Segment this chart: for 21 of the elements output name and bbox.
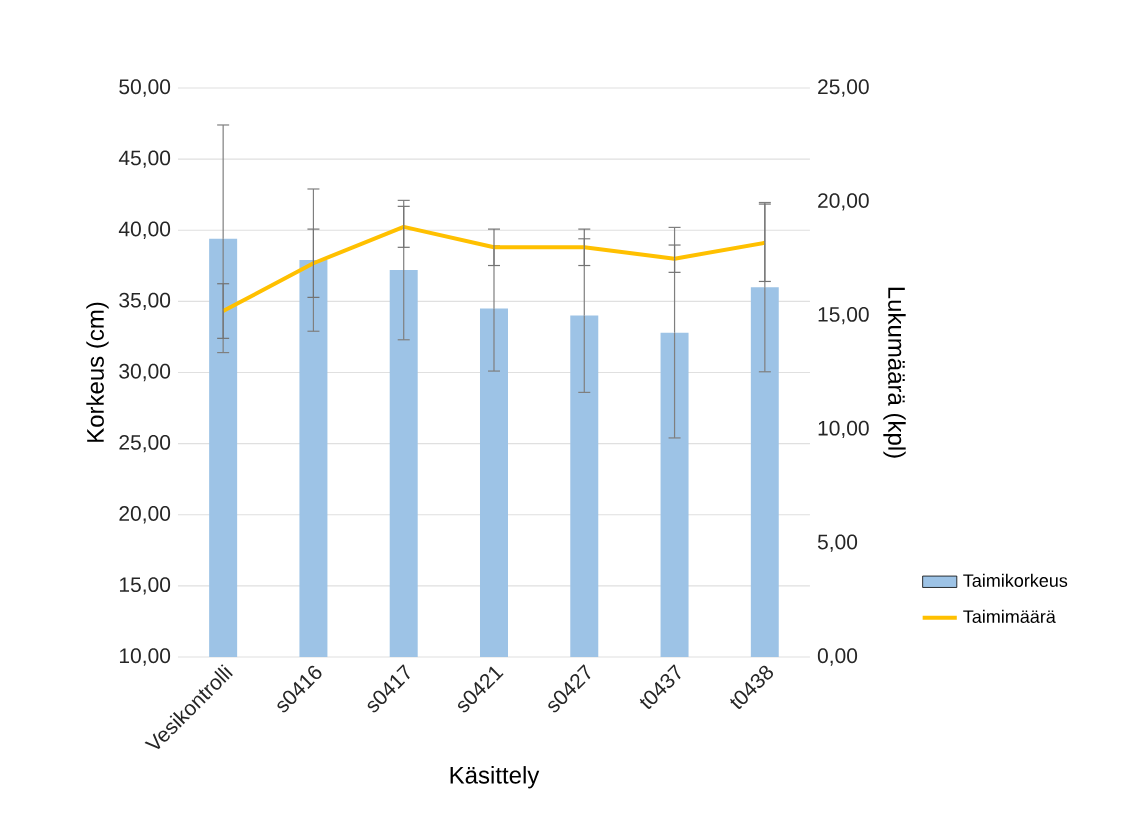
y-tick-label: 30,00: [119, 363, 171, 382]
y-tick-label: 25,00: [119, 434, 171, 453]
line-series: [221, 224, 767, 314]
y2-tick-label: 10,00: [818, 420, 869, 439]
y-tick-label: 15,00: [119, 577, 171, 595]
y-tick-label: 35,00: [119, 292, 171, 311]
y-tick-label: 50,00: [119, 79, 171, 97]
y-tick-label: 45,00: [118, 150, 171, 168]
y-tick-label: 40,00: [118, 221, 171, 239]
y2-axis-title: Lukumäärä (kpl): [883, 287, 906, 458]
y2-tick-label: 25,00: [818, 79, 869, 97]
y-axis-title: Korkeus (cm): [86, 302, 109, 442]
y2-tick-label: 0,00: [817, 648, 858, 666]
y2-tick-label: 5,00: [817, 534, 858, 552]
y-tick-label: 20,00: [119, 506, 171, 524]
y2-tick-label: 15,00: [818, 306, 869, 325]
x-axis-title: Käsittely: [450, 766, 540, 789]
y-tick-label: 10,00: [119, 648, 171, 666]
y2-tick-label: 20,00: [818, 193, 869, 211]
legend-label: Taimimäärä: [963, 609, 1056, 624]
legend-label: Taimikorkeus: [963, 573, 1068, 587]
